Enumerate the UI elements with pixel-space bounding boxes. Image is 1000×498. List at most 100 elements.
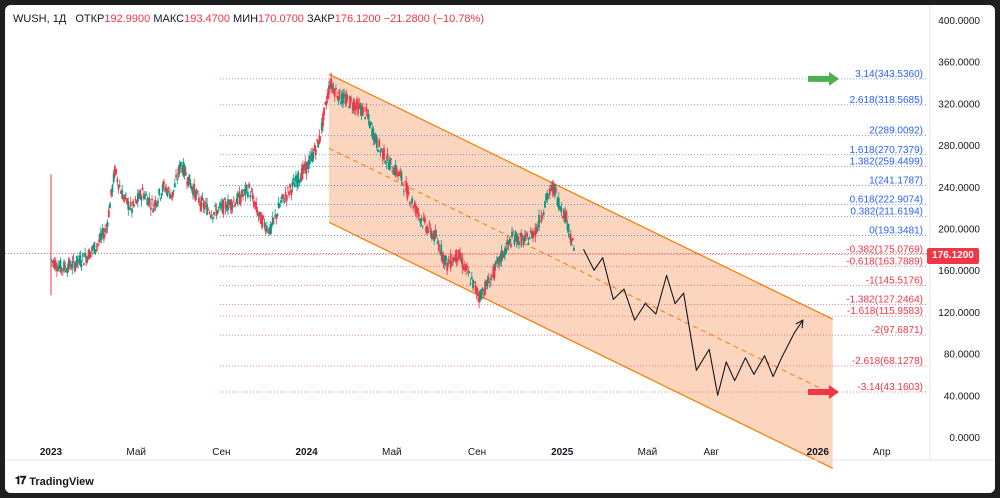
candle-body (128, 208, 131, 210)
candle-body (307, 159, 310, 169)
y-tick-label: 240.0000 (938, 183, 980, 194)
high-value: 193.4700 (184, 13, 230, 25)
candle-body (78, 255, 81, 262)
candle-body (340, 93, 343, 104)
candle-body (515, 233, 518, 243)
candle-body (299, 177, 302, 183)
change-value: −21.2800 (−10.78%) (383, 13, 484, 25)
candle-body (351, 107, 354, 109)
candle-body (421, 226, 424, 227)
candle-body (470, 276, 473, 279)
low-value: 170.0700 (258, 13, 304, 25)
tradingview-logo[interactable]: 𝟏𝟕 TradingView (15, 475, 94, 488)
candle-body (166, 190, 169, 197)
candle-body (234, 204, 236, 207)
candle-body (408, 203, 411, 204)
candle-body (356, 99, 358, 105)
candle-body (254, 202, 256, 205)
candle-body (360, 105, 363, 117)
candle-body (199, 204, 201, 207)
candle-body (322, 114, 324, 127)
candle-body (167, 187, 170, 189)
candle-body (242, 194, 245, 196)
candle-body (516, 236, 519, 245)
candle-body (127, 201, 130, 210)
chart-frame: 3.14(343.5360) 2.618(318.5685) 2(289.0092)… (5, 5, 995, 493)
candle-body (182, 161, 185, 177)
channel-upper-line[interactable] (328, 73, 833, 320)
candle-body (196, 190, 199, 193)
candle-body (339, 102, 342, 104)
candle-body (463, 264, 466, 267)
y-tick-label: 280.0000 (938, 141, 980, 152)
candle-body (288, 191, 290, 196)
candle-body (387, 162, 390, 170)
candle-body (205, 202, 207, 204)
forecast-path[interactable] (583, 249, 804, 396)
candle-body (155, 203, 158, 207)
candle-body (193, 184, 196, 194)
candle-body (107, 209, 110, 218)
candle-body (453, 258, 456, 261)
candle-body (74, 264, 77, 268)
candle-body (413, 203, 416, 206)
candle-body (181, 168, 184, 173)
candle-body (282, 194, 285, 198)
x-tick-label: Сен (212, 447, 230, 458)
candle-body (383, 147, 385, 160)
candle-body (93, 242, 96, 255)
candle-body (58, 265, 61, 268)
candle-body (428, 223, 431, 225)
candle-body (151, 198, 153, 201)
candle-body (207, 209, 210, 211)
candle-body (320, 122, 323, 131)
candle-body (555, 189, 558, 191)
candle-body (370, 122, 372, 124)
candle-body (241, 189, 243, 197)
fib-level-label: -1(145.5176) (866, 275, 923, 286)
candle-body (465, 264, 467, 272)
y-tick-label: 160.0000 (938, 266, 980, 277)
candle-body (422, 217, 425, 221)
candle-body (87, 249, 90, 260)
candle-body (473, 281, 476, 283)
candle-body (509, 243, 512, 248)
candle-body (244, 186, 247, 196)
candle-body (357, 102, 360, 115)
channel-lower-line[interactable] (328, 221, 833, 469)
candle-body (554, 184, 556, 196)
candle-body (568, 233, 571, 235)
candle-body (175, 174, 177, 178)
candle-body (367, 113, 370, 120)
candle-body (429, 227, 432, 235)
candle-body (203, 205, 206, 210)
candle-body (64, 265, 67, 269)
tradingview-logo-text: TradingView (29, 475, 94, 488)
candle-body (148, 198, 151, 203)
candle-body (54, 260, 57, 269)
fib-level-label: 1.618(270.7379) (850, 145, 923, 156)
candle-body (273, 218, 275, 219)
fib-level-label: 0(193.3481) (869, 225, 923, 236)
candle-body (514, 231, 517, 242)
candle-body (353, 103, 356, 109)
candle-body (306, 161, 309, 170)
candle-body (60, 267, 63, 271)
fib-level-label: -0.618(163.7889) (846, 256, 923, 267)
candle-body (77, 260, 80, 263)
candle-body (129, 201, 132, 207)
price-chart[interactable]: 3.14(343.5360) 2.618(318.5685) 2(289.0092)… (5, 5, 995, 493)
candle-body (469, 283, 472, 285)
candle-body (72, 258, 75, 260)
candle-body (364, 116, 366, 119)
candle-body (61, 269, 64, 271)
candle-body (508, 238, 511, 243)
candle-body (210, 214, 213, 218)
channel-mid-line[interactable] (328, 147, 833, 395)
candle-body (211, 217, 214, 220)
candle-body (401, 182, 404, 184)
candle-body (541, 216, 544, 218)
candle-body (344, 97, 347, 105)
candle-body (435, 234, 438, 237)
symbol-label[interactable]: WUSH, 1Д (13, 13, 67, 25)
